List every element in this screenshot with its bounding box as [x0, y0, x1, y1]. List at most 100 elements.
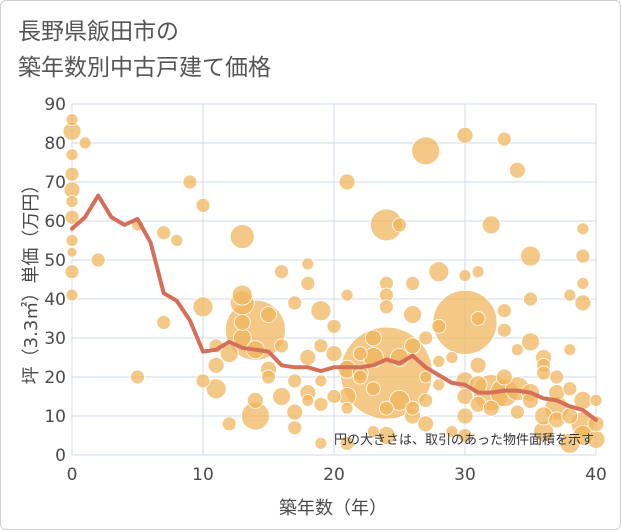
bubble-point	[456, 388, 474, 405]
bubble-point	[182, 174, 198, 190]
bubble-point	[65, 113, 79, 126]
y-tick-label: 90	[44, 95, 66, 115]
bubble-point	[496, 303, 512, 319]
bubble-point	[314, 436, 328, 450]
bubble-point	[340, 288, 354, 302]
bubble-point	[338, 173, 356, 191]
bubble-point	[65, 148, 79, 162]
average-price-line	[70, 193, 598, 422]
bubble-point	[574, 294, 592, 312]
bubble-point	[378, 299, 394, 315]
bubbles	[62, 113, 606, 454]
x-tick-label: 40	[585, 465, 607, 485]
x-tick-label: 30	[454, 465, 476, 485]
bubble-point	[419, 370, 433, 384]
bubble-point	[229, 224, 255, 250]
grid	[71, 103, 597, 456]
bubble-point	[286, 403, 304, 421]
x-tick-label: 10	[192, 465, 214, 485]
y-tick-label: 70	[44, 173, 66, 193]
bubble-point	[432, 354, 446, 368]
bubble-point	[287, 420, 303, 436]
bubble-point	[495, 368, 513, 386]
bubble-point	[521, 332, 540, 352]
bubble-point	[458, 269, 472, 283]
bubble-point	[170, 234, 184, 247]
bubble-point	[287, 373, 303, 389]
y-tick-label: 0	[55, 446, 66, 466]
bubble-point	[576, 276, 590, 290]
bubble-point	[587, 415, 605, 433]
bubble-point	[431, 318, 447, 334]
bubble-point	[520, 245, 541, 267]
bubble-point	[64, 264, 80, 280]
y-tick-label: 50	[44, 251, 66, 271]
average-line	[70, 193, 598, 422]
bubble-point	[403, 305, 423, 325]
bubble-point	[272, 387, 292, 406]
bubble-point	[392, 217, 407, 233]
bubble-point	[274, 338, 290, 354]
y-tick-label: 10	[44, 407, 66, 427]
bubble-point	[563, 343, 577, 357]
bubble-point	[563, 288, 577, 302]
bubble-point	[66, 246, 78, 258]
x-tick-label: 0	[67, 465, 78, 485]
bubble-point	[313, 338, 329, 354]
bubble-point	[366, 425, 380, 439]
bubble-point	[389, 389, 410, 411]
y-tick-label: 60	[44, 212, 66, 232]
bubble-point	[365, 381, 381, 397]
bubble-point	[511, 343, 524, 357]
bubble-point	[340, 401, 354, 415]
bubble-point	[428, 261, 450, 283]
bubble-point	[418, 330, 434, 346]
bubble-point	[261, 369, 276, 385]
bubble-point	[589, 393, 603, 407]
bubble-point	[445, 351, 459, 364]
tick-labels: 0 10 20 30 40 50 60 70 80 90 0 10 20 30 40	[44, 95, 606, 485]
bubble-point	[496, 131, 512, 147]
bubble-point	[432, 378, 446, 392]
size-note: 円の大きさは、取引のあった物件面積を示す	[334, 433, 594, 448]
bubble-point	[405, 275, 421, 291]
bubble-point	[260, 306, 277, 324]
bubble-point	[417, 415, 435, 433]
bubble-point	[65, 288, 79, 302]
bubble-point	[313, 396, 329, 412]
bubble-point	[482, 399, 500, 417]
bubble-point	[445, 425, 459, 439]
y-tick-label: 20	[44, 368, 66, 388]
bubble-point	[496, 322, 512, 338]
bubble-point	[195, 197, 211, 213]
bubble-point	[469, 356, 487, 374]
bubble-point	[219, 344, 239, 364]
bubble-point	[326, 389, 342, 404]
bubble-point	[418, 392, 434, 408]
bubble-point	[456, 126, 474, 144]
bubble-point	[549, 369, 565, 385]
bubble-point	[404, 337, 422, 355]
bubble-point	[274, 264, 290, 280]
bubble-point	[510, 404, 525, 420]
x-tick-label: 20	[323, 465, 345, 485]
x-axis-label: 築年数（年）	[279, 498, 387, 519]
y-tick-label: 30	[44, 329, 66, 349]
bubble-point	[576, 222, 590, 236]
bubble-point	[287, 295, 303, 311]
bubble-point	[156, 314, 172, 330]
bubble-point	[192, 296, 214, 318]
bubble-point	[536, 365, 551, 381]
y-tick-label: 40	[44, 290, 66, 310]
bubble-point	[314, 374, 328, 388]
bubble-point	[130, 369, 145, 385]
bubble-point	[221, 416, 237, 432]
bubble-point	[561, 407, 579, 425]
bubble-point	[300, 275, 316, 291]
bubble-point	[65, 234, 79, 247]
bubble-point	[301, 257, 315, 271]
y-tick-label: 80	[44, 134, 66, 154]
bubble-point	[405, 400, 421, 416]
bubble-point	[411, 136, 441, 166]
